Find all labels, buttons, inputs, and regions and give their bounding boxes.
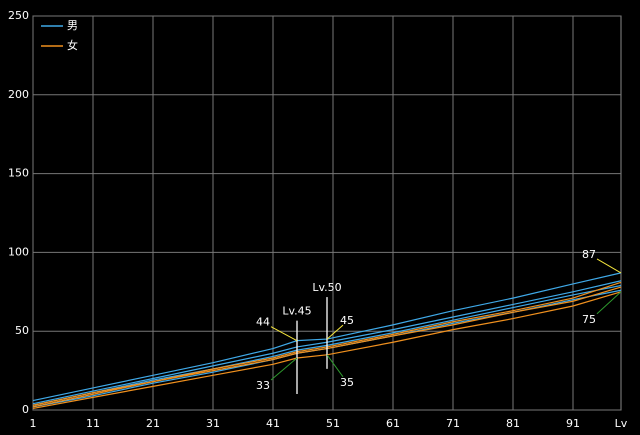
annotation-label: 87 (582, 248, 596, 261)
x-tick-label: 71 (446, 417, 460, 430)
y-tick-label: 0 (22, 403, 29, 416)
annotation-leader (270, 326, 298, 342)
series-line (32, 284, 622, 406)
series-line (32, 280, 622, 405)
y-tick-label: 100 (8, 245, 29, 258)
x-tick-label: 21 (146, 417, 160, 430)
annotation-label: 35 (340, 376, 354, 389)
annotation-label: 75 (582, 313, 596, 326)
x-tick-label: 81 (506, 417, 520, 430)
annotation-leader (596, 258, 622, 274)
x-tick-label: 11 (86, 417, 100, 430)
annotation-label: 45 (340, 314, 354, 327)
x-tick-label: 51 (326, 417, 340, 430)
x-tick-label: 1 (30, 417, 37, 430)
series-line (32, 272, 622, 402)
annotation-label: 44 (256, 316, 270, 329)
legend-label: 女 (67, 38, 78, 52)
y-tick-label: 150 (8, 167, 29, 180)
series-line (32, 291, 622, 410)
annotation-leader (270, 357, 298, 381)
series-line (32, 286, 622, 408)
x-axis-label: Lv (615, 417, 628, 430)
annotation-leader (596, 291, 622, 315)
legend-label: 男 (67, 19, 78, 32)
x-tick-label: 91 (566, 417, 580, 430)
annotation-label: 33 (256, 379, 270, 392)
level-marker-label: Lv.50 (312, 281, 341, 294)
x-tick-label: 41 (266, 417, 280, 430)
level-marker-label: Lv.45 (282, 305, 311, 318)
y-tick-label: 250 (8, 9, 29, 22)
annotation-leader (326, 354, 344, 378)
y-tick-label: 50 (15, 324, 29, 337)
y-tick-label: 200 (8, 88, 29, 101)
x-tick-label: 31 (206, 417, 220, 430)
x-tick-label: 61 (386, 417, 400, 430)
annotation-leader (326, 324, 344, 340)
